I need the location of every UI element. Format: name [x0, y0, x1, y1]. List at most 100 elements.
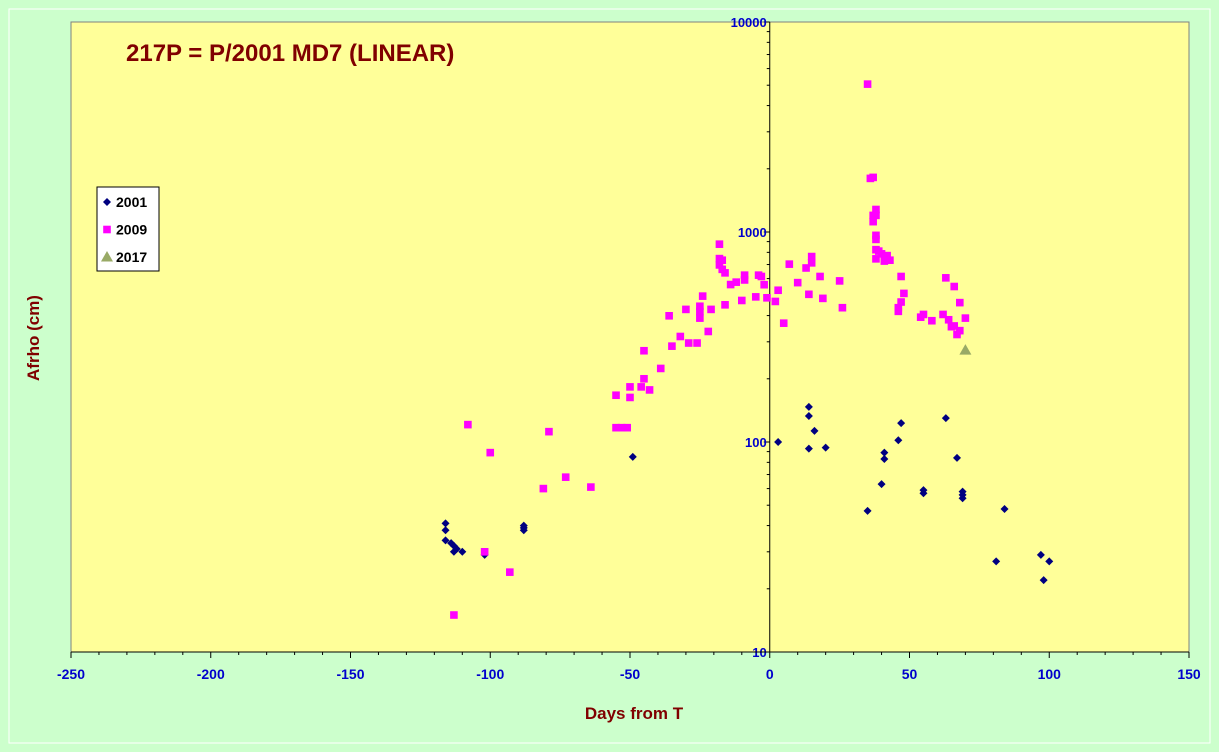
data-point	[587, 483, 595, 491]
data-point	[872, 255, 880, 263]
data-point	[628, 452, 637, 461]
data-point	[732, 278, 741, 286]
legend-marker-2009	[103, 225, 111, 234]
data-point	[863, 80, 872, 88]
x-tick-label: 0	[766, 666, 774, 682]
y-tick-label: 1000	[738, 225, 767, 240]
data-point	[698, 292, 707, 300]
data-point	[441, 526, 450, 535]
data-point	[880, 454, 889, 463]
data-point	[941, 414, 950, 423]
data-point	[519, 526, 528, 535]
chart-area-border	[8, 8, 1211, 744]
data-point	[872, 205, 880, 214]
data-point	[897, 419, 906, 428]
data-point	[480, 548, 489, 556]
data-point	[696, 314, 704, 322]
y-tick-label: 10000	[731, 15, 767, 30]
data-point	[872, 231, 880, 240]
data-point	[726, 280, 735, 289]
data-point	[561, 473, 570, 481]
data-point	[900, 289, 908, 298]
data-point	[919, 489, 928, 498]
x-tick-label: 150	[1177, 666, 1201, 682]
x-axis-label: Days from T	[585, 704, 684, 723]
legend-label-2009: 2009	[116, 222, 147, 238]
data-point	[819, 294, 827, 303]
data-point	[751, 293, 760, 301]
legend: 2001 2009 2017	[96, 186, 160, 272]
data-point	[894, 436, 903, 445]
data-point	[804, 444, 813, 453]
data-point	[450, 611, 458, 619]
data-point	[676, 332, 685, 341]
y-tick-label: 100	[745, 435, 767, 450]
data-point	[897, 298, 905, 306]
data-point	[545, 427, 553, 436]
legend-label-2001: 2001	[116, 194, 147, 210]
data-point	[816, 272, 824, 281]
data-point	[804, 402, 813, 411]
data-point	[693, 339, 701, 347]
data-point	[953, 330, 961, 339]
y-axis-label: Afrho (cm)	[24, 295, 43, 381]
data-point	[623, 423, 632, 432]
x-tick-label: -50	[620, 666, 640, 682]
data-point	[992, 557, 1001, 566]
data-point	[506, 568, 514, 576]
data-point	[774, 286, 782, 295]
data-point	[793, 278, 802, 287]
data-point	[877, 480, 886, 489]
data-point	[738, 296, 746, 305]
data-point	[779, 319, 788, 327]
x-tick-label: -200	[197, 666, 225, 682]
data-point	[897, 272, 905, 281]
data-point	[707, 305, 715, 314]
data-point	[804, 411, 813, 420]
data-point	[763, 294, 771, 302]
data-point	[886, 256, 894, 265]
data-point	[1036, 550, 1045, 559]
data-point	[944, 315, 953, 324]
data-point	[872, 235, 880, 244]
data-point	[1045, 557, 1054, 566]
data-point	[919, 310, 928, 319]
data-point	[617, 423, 626, 432]
data-point	[1000, 504, 1009, 513]
data-point	[656, 364, 665, 373]
data-point	[626, 393, 634, 402]
data-point	[939, 310, 947, 319]
data-point	[757, 272, 766, 281]
x-tick-label: -250	[57, 666, 85, 682]
data-point	[637, 383, 645, 391]
data-point	[721, 301, 729, 309]
data-point	[950, 322, 959, 330]
data-point	[894, 307, 903, 316]
data-point	[539, 484, 548, 493]
data-point	[486, 448, 495, 457]
data-point	[785, 260, 794, 268]
x-tick-label: 50	[902, 666, 918, 682]
series-2017	[959, 344, 972, 355]
data-point	[807, 259, 816, 267]
data-point	[1039, 576, 1048, 585]
data-point	[682, 305, 690, 314]
x-tick-label: -100	[476, 666, 504, 682]
data-point	[942, 274, 950, 282]
data-point	[696, 302, 704, 311]
data-point	[721, 269, 729, 277]
x-tick-label: -150	[336, 666, 364, 682]
x-axis: -250 -200 -150 -100 -50 0 50 100 150	[57, 651, 1201, 682]
data-point	[880, 448, 889, 457]
data-point	[863, 506, 872, 515]
chart-title: 217P = P/2001 MD7 (LINEAR)	[126, 40, 454, 67]
plot-area	[70, 21, 1190, 653]
data-point	[953, 453, 962, 462]
data-point	[668, 342, 676, 350]
data-point	[452, 544, 461, 553]
data-point	[810, 426, 819, 435]
data-point	[718, 256, 727, 265]
data-point	[441, 519, 450, 528]
